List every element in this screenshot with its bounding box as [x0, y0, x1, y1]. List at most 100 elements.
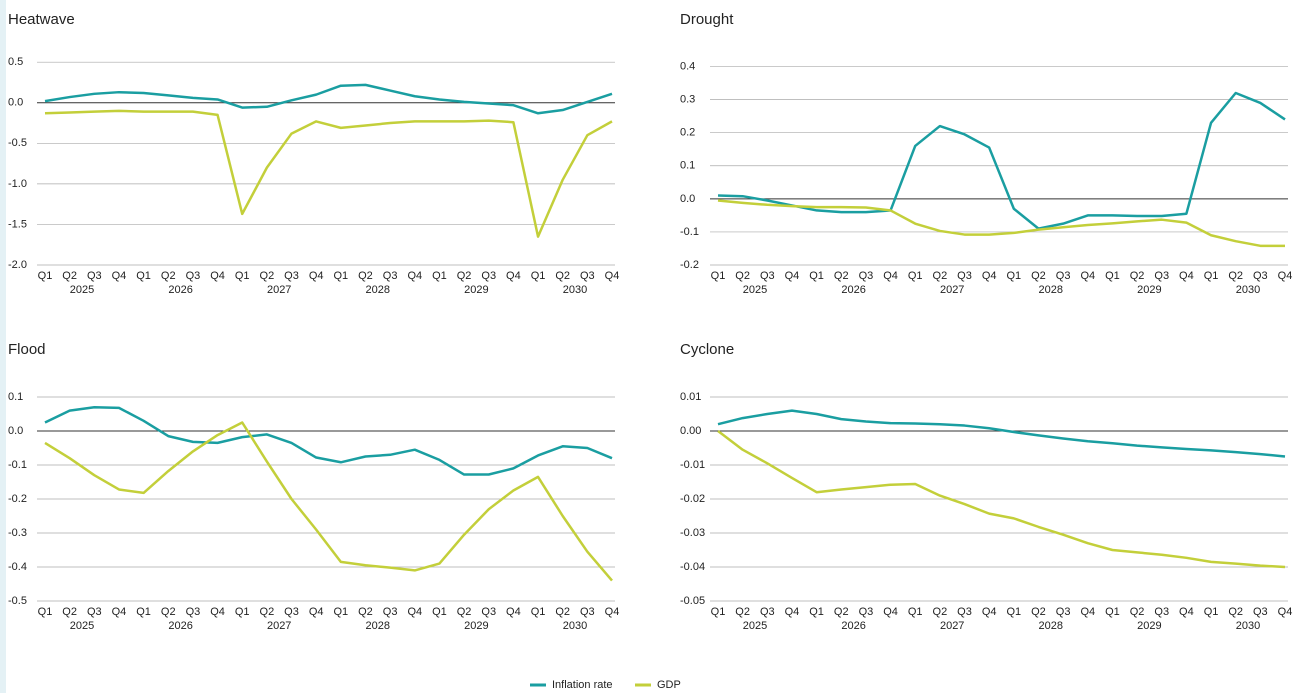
x-tick-label: Q4 — [1179, 606, 1194, 618]
x-tick-label: Q4 — [112, 606, 127, 618]
series-line — [44, 83, 613, 115]
x-tick-label: Q2 — [1228, 606, 1243, 618]
x-group-label: 2027 — [267, 284, 291, 296]
side-strip — [0, 0, 6, 693]
x-tick-label: Q2 — [1031, 270, 1046, 282]
y-tick-label: 0.5 — [8, 56, 23, 68]
x-tick-label: Q3 — [1154, 270, 1169, 282]
x-tick-label: Q3 — [580, 270, 595, 282]
x-tick-label: Q2 — [1130, 606, 1145, 618]
x-tick-label: Q4 — [506, 606, 521, 618]
panel-title: Cyclone — [680, 341, 734, 358]
panel-title: Heatwave — [8, 11, 75, 28]
y-tick-label: 0.0 — [8, 425, 23, 437]
x-tick-label: Q4 — [982, 270, 997, 282]
x-tick-label: Q3 — [1056, 270, 1071, 282]
y-tick-label: -0.01 — [680, 459, 705, 471]
x-tick-label: Q3 — [760, 270, 775, 282]
x-tick-label: Q2 — [834, 606, 849, 618]
x-tick-label: Q1 — [1204, 606, 1219, 618]
x-tick-label: Q1 — [908, 270, 923, 282]
x-tick-label: Q4 — [112, 270, 127, 282]
x-tick-label: Q2 — [358, 270, 373, 282]
x-tick-label: Q2 — [161, 606, 176, 618]
y-tick-label: -0.2 — [680, 259, 699, 271]
x-tick-label: Q4 — [1179, 270, 1194, 282]
x-group-label: 2030 — [563, 620, 587, 632]
x-tick-label: Q4 — [1278, 606, 1293, 618]
x-tick-label: Q2 — [161, 270, 176, 282]
x-tick-label: Q2 — [735, 606, 750, 618]
x-tick-label: Q4 — [309, 270, 324, 282]
y-tick-label: 0.0 — [8, 97, 23, 109]
x-tick-label: Q4 — [785, 606, 800, 618]
series-line — [44, 421, 613, 582]
x-tick-label: Q1 — [1105, 270, 1120, 282]
x-tick-label: Q4 — [309, 606, 324, 618]
y-tick-label: -0.4 — [8, 561, 27, 573]
x-tick-label: Q3 — [1154, 606, 1169, 618]
x-tick-label: Q3 — [383, 606, 398, 618]
x-group-label: 2028 — [1039, 620, 1063, 632]
x-tick-label: Q1 — [1204, 270, 1219, 282]
x-tick-label: Q4 — [1080, 270, 1095, 282]
x-tick-label: Q1 — [809, 606, 824, 618]
legend-label: Inflation rate — [552, 679, 613, 691]
x-tick-label: Q3 — [760, 606, 775, 618]
x-tick-label: Q2 — [260, 606, 275, 618]
x-tick-label: Q1 — [908, 606, 923, 618]
y-tick-label: 0.01 — [680, 391, 701, 403]
x-group-label: 2028 — [366, 284, 390, 296]
x-tick-label: Q4 — [407, 606, 422, 618]
series-line — [44, 405, 613, 476]
x-group-label: 2030 — [1236, 620, 1260, 632]
x-tick-label: Q4 — [210, 270, 225, 282]
x-tick-label: Q3 — [383, 270, 398, 282]
x-tick-label: Q4 — [883, 270, 898, 282]
x-group-label: 2029 — [1137, 620, 1161, 632]
x-tick-label: Q2 — [358, 606, 373, 618]
x-group-label: 2028 — [1039, 284, 1063, 296]
x-tick-label: Q3 — [186, 270, 201, 282]
x-tick-label: Q2 — [933, 270, 948, 282]
x-group-label: 2025 — [743, 620, 767, 632]
x-tick-label: Q2 — [1031, 606, 1046, 618]
x-tick-label: Q1 — [1006, 606, 1021, 618]
x-tick-label: Q4 — [605, 606, 620, 618]
y-tick-label: -0.1 — [680, 226, 699, 238]
x-tick-label: Q3 — [1253, 606, 1268, 618]
series-line — [717, 199, 1285, 248]
x-tick-label: Q1 — [1006, 270, 1021, 282]
x-group-label: 2026 — [841, 284, 865, 296]
x-tick-label: Q1 — [136, 270, 151, 282]
x-tick-label: Q4 — [407, 270, 422, 282]
y-tick-label: -1.5 — [8, 218, 27, 230]
panel-title: Flood — [8, 341, 46, 358]
x-tick-label: Q2 — [1228, 270, 1243, 282]
x-tick-label: Q3 — [859, 606, 874, 618]
y-tick-label: 0.4 — [680, 60, 695, 72]
x-tick-label: Q1 — [531, 606, 546, 618]
x-tick-label: Q3 — [87, 606, 102, 618]
y-tick-label: 0.00 — [680, 425, 701, 437]
series-line — [717, 91, 1286, 230]
x-group-label: 2027 — [940, 284, 964, 296]
x-tick-label: Q1 — [38, 606, 53, 618]
y-tick-label: -0.03 — [680, 527, 705, 539]
x-tick-label: Q1 — [711, 606, 726, 618]
x-tick-label: Q3 — [957, 270, 972, 282]
y-tick-label: -0.5 — [8, 137, 27, 149]
x-tick-label: Q1 — [531, 270, 546, 282]
x-tick-label: Q4 — [210, 606, 225, 618]
panel-title: Drought — [680, 11, 734, 28]
x-tick-label: Q3 — [284, 606, 299, 618]
x-group-label: 2027 — [940, 620, 964, 632]
x-group-label: 2025 — [70, 620, 94, 632]
y-tick-label: -0.2 — [8, 493, 27, 505]
x-tick-label: Q2 — [735, 270, 750, 282]
x-tick-label: Q1 — [235, 270, 250, 282]
y-tick-label: 0.0 — [680, 193, 695, 205]
y-tick-label: -2.0 — [8, 259, 27, 271]
y-tick-label: 0.3 — [680, 94, 695, 106]
